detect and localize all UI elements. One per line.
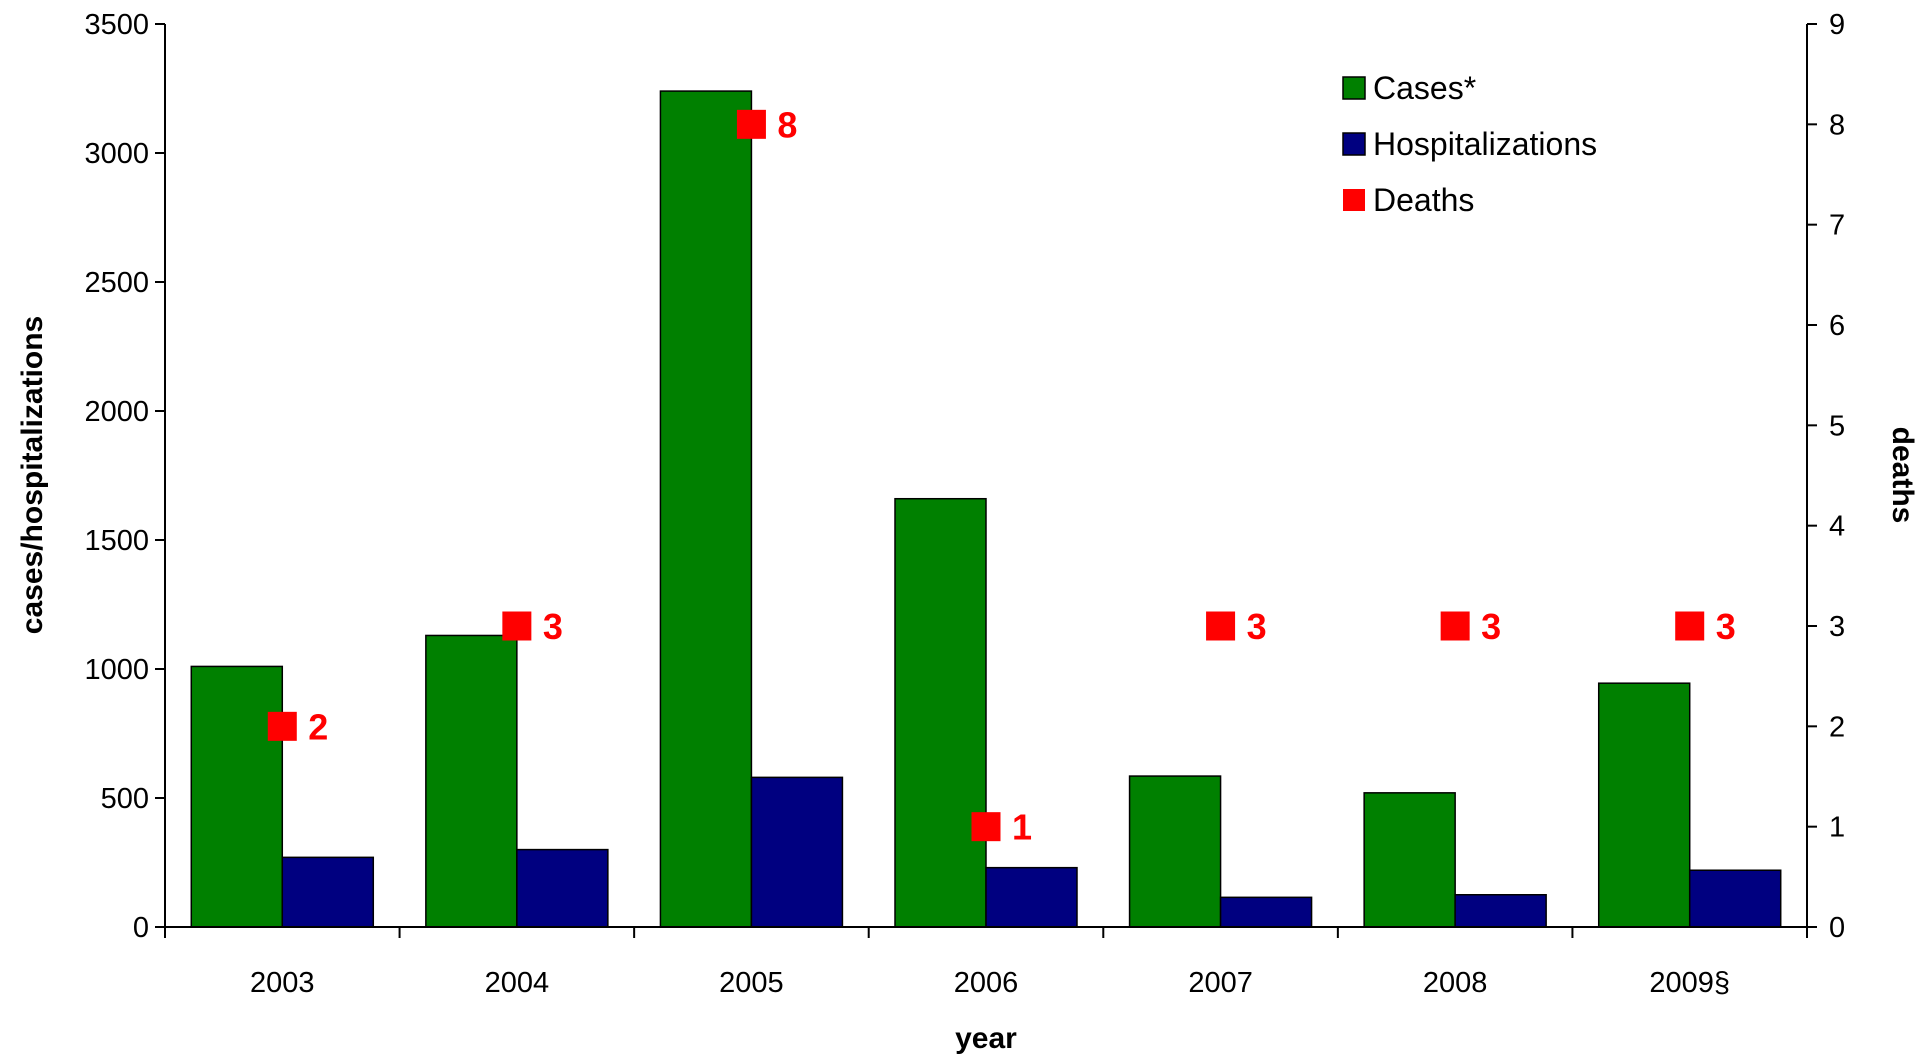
y-left-tick-label: 2500 xyxy=(84,267,149,299)
legend-swatch-2 xyxy=(1342,132,1366,156)
bar-hospitalizations-7 xyxy=(1688,869,1782,928)
y-right-tick-label: 9 xyxy=(1829,9,1845,41)
x-tick-label: 2009§ xyxy=(1649,967,1730,999)
bar-hospitalizations-4 xyxy=(985,866,1078,928)
bar-cases-6 xyxy=(1363,792,1456,928)
y-left-tick-label: 0 xyxy=(133,912,149,944)
axes xyxy=(164,24,1808,928)
y-right-tick-label: 7 xyxy=(1829,210,1845,242)
death-label-4: 1 xyxy=(1012,807,1032,848)
y-left-tick-label: 3000 xyxy=(84,138,149,170)
death-marker-2 xyxy=(502,611,532,641)
y-axis-left-title: cases/hospitalizations xyxy=(16,316,49,634)
x-tick-label: 2007 xyxy=(1188,967,1253,999)
y-right-tick-label: 4 xyxy=(1829,511,1845,543)
x-tick-label: 2006 xyxy=(954,967,1019,999)
death-marker-4 xyxy=(971,812,1001,842)
death-label-2: 3 xyxy=(543,606,563,647)
x-tick-label: 2003 xyxy=(250,967,315,999)
bar-hospitalizations-6 xyxy=(1454,894,1547,928)
death-marker-5 xyxy=(1206,611,1236,641)
bar-hospitalizations-1 xyxy=(281,856,375,928)
bar-hospitalizations-3 xyxy=(750,776,844,928)
death-label-1: 2 xyxy=(308,706,328,747)
bar-cases-1 xyxy=(190,665,284,928)
legend-swatch-1 xyxy=(1342,76,1366,100)
y-left-tick-label: 3500 xyxy=(84,9,149,41)
y-left-tick-label: 2000 xyxy=(84,396,149,428)
x-tick-label: 2008 xyxy=(1423,967,1488,999)
y-right-tick-label: 2 xyxy=(1829,711,1845,743)
death-label-7: 3 xyxy=(1716,606,1736,647)
legend-swatch-3 xyxy=(1343,189,1365,211)
death-marker-7 xyxy=(1675,611,1705,641)
x-tick-label: 2004 xyxy=(485,967,550,999)
legend: Cases* Hospitalizations Deaths xyxy=(1342,70,1597,218)
legend-label-1: Cases* xyxy=(1373,70,1476,106)
death-marker-3 xyxy=(736,109,766,139)
ticks: 0 500 1000 1500 2000 2500 3000 3500 0 1 2 3 4 5 6 7 8 9 20… xyxy=(84,9,1845,999)
bar-cases-5 xyxy=(1128,775,1222,928)
y-left-tick-label: 500 xyxy=(101,783,149,815)
death-label-3: 8 xyxy=(777,104,797,145)
x-tick-label: 2005 xyxy=(719,967,784,999)
legend-label-3: Deaths xyxy=(1373,182,1474,218)
death-label-5: 3 xyxy=(1247,606,1267,647)
legend-label-2: Hospitalizations xyxy=(1373,126,1597,162)
bar-hospitalizations-2 xyxy=(516,848,609,928)
death-marker-6 xyxy=(1440,611,1470,641)
y-right-tick-label: 3 xyxy=(1829,611,1845,643)
bar-cases-3 xyxy=(659,90,753,928)
bar-hospitalizations-5 xyxy=(1219,896,1313,928)
y-right-tick-label: 0 xyxy=(1829,912,1845,944)
y-left-tick-label: 1500 xyxy=(84,525,149,557)
y-right-tick-label: 1 xyxy=(1829,812,1845,844)
death-marker-1 xyxy=(267,711,297,741)
y-right-tick-label: 5 xyxy=(1829,410,1845,442)
x-axis-title: year xyxy=(955,1022,1017,1055)
death-label-6: 3 xyxy=(1481,606,1501,647)
y-axis-right-title: deaths xyxy=(1886,427,1915,524)
y-right-tick-label: 6 xyxy=(1829,310,1845,342)
bar-cases-7 xyxy=(1597,682,1691,928)
y-left-tick-label: 1000 xyxy=(84,654,149,686)
bar-cases-4 xyxy=(894,497,987,928)
y-right-tick-label: 8 xyxy=(1829,109,1845,141)
bar-cases-2 xyxy=(425,634,518,928)
